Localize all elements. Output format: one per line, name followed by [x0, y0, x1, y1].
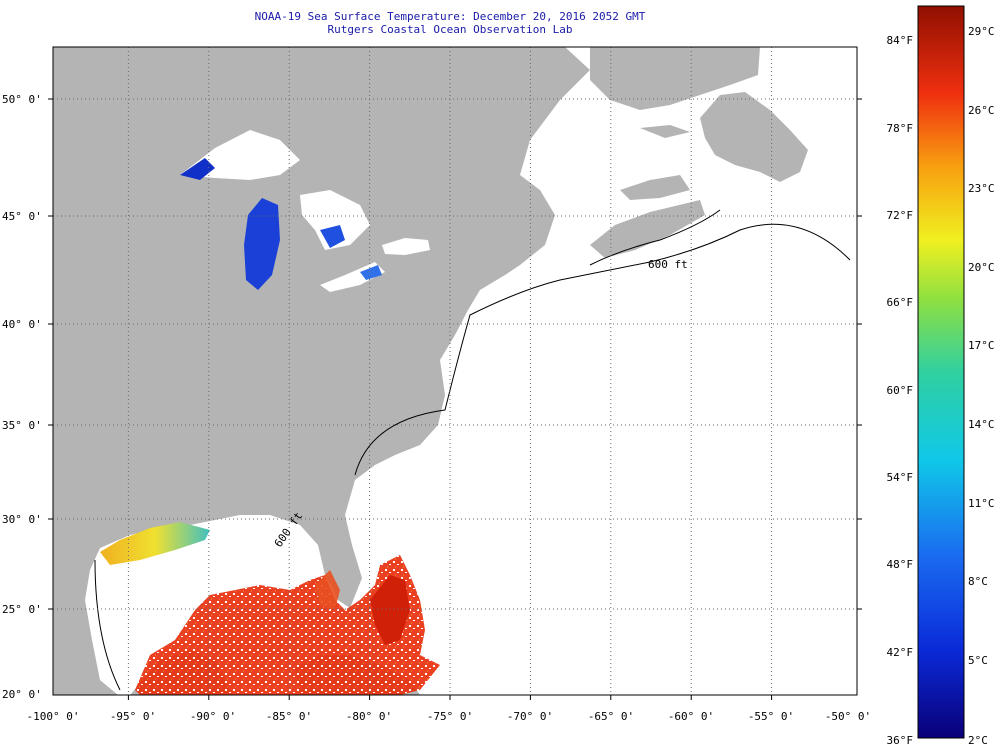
colorbar-c-label: 2°C	[968, 734, 988, 747]
lake-ontario	[382, 238, 430, 255]
colorbar-c-label: 23°C	[968, 182, 995, 195]
graticule	[53, 47, 857, 695]
colorbar-f-label: 54°F	[887, 471, 914, 484]
lon-label: -100° 0'	[27, 710, 80, 723]
colorbar-c-label: 5°C	[968, 654, 988, 667]
lat-label: 25° 0'	[2, 603, 42, 616]
colorbar-f-label: 78°F	[887, 122, 914, 135]
land-newfoundland	[700, 92, 808, 182]
colorbar-fahrenheit-labels: 84°F 78°F 72°F 66°F 60°F 54°F 48°F 42°F …	[887, 34, 914, 747]
colorbar-f-label: 42°F	[887, 646, 914, 659]
lon-label: -80° 0'	[346, 710, 392, 723]
colorbar-f-label: 36°F	[887, 734, 914, 747]
colorbar-c-label: 20°C	[968, 261, 995, 274]
lat-label: 30° 0'	[2, 513, 42, 526]
land-florida	[318, 515, 362, 608]
lat-label: 40° 0'	[2, 318, 42, 331]
lon-label: -50° 0'	[825, 710, 871, 723]
colorbar-c-label: 8°C	[968, 575, 988, 588]
colorbar-f-label: 72°F	[887, 209, 914, 222]
colorbar	[917, 5, 965, 739]
colorbar-c-label: 11°C	[968, 497, 995, 510]
map-title: NOAA-19 Sea Surface Temperature: Decembe…	[254, 10, 646, 23]
lon-label: -55° 0'	[748, 710, 794, 723]
lake-huron	[300, 190, 370, 250]
map-subtitle: Rutgers Coastal Ocean Observation Lab	[327, 23, 573, 36]
colorbar-c-label: 17°C	[968, 339, 995, 352]
isobath-contour	[94, 209, 851, 691]
colorbar-f-label: 48°F	[887, 558, 914, 571]
land-north-america	[53, 47, 590, 695]
colorbar-f-label: 84°F	[887, 34, 914, 47]
lat-label: 50° 0'	[2, 93, 42, 106]
lon-label: -60° 0'	[668, 710, 714, 723]
great-lakes	[180, 130, 430, 292]
colorbar-celsius-labels: 29°C 26°C 23°C 20°C 17°C 14°C 11°C 8°C 5…	[968, 25, 995, 747]
lon-label: -90° 0'	[190, 710, 236, 723]
land-nova-scotia	[590, 200, 705, 258]
map-frame	[52, 46, 858, 696]
lon-label: -75° 0'	[427, 710, 473, 723]
sst-gulf-coast-band	[100, 522, 210, 565]
tick-marks	[48, 98, 862, 700]
lat-label: 35° 0'	[2, 419, 42, 432]
lon-label: -85° 0'	[266, 710, 312, 723]
colorbar-c-label: 26°C	[968, 104, 995, 117]
lon-label: -65° 0'	[588, 710, 634, 723]
lake-michigan	[244, 198, 280, 290]
lon-label: -95° 0'	[110, 710, 156, 723]
latitude-labels: 50° 0' 45° 0' 40° 0' 35° 0' 30° 0' 25° 0…	[2, 93, 42, 701]
isobath-label-2: 600 ft	[648, 258, 688, 271]
lat-label: 45° 0'	[2, 210, 42, 223]
lon-label: -70° 0'	[507, 710, 553, 723]
sst-gulf-data	[100, 522, 440, 695]
colorbar-f-label: 60°F	[887, 384, 914, 397]
sst-gulf-warm	[135, 555, 440, 695]
lat-label: 20° 0'	[2, 688, 42, 701]
longitude-labels: -100° 0' -95° 0' -90° 0' -85° 0' -80° 0'…	[27, 710, 872, 723]
colorbar-c-label: 14°C	[968, 418, 995, 431]
colorbar-f-label: 66°F	[887, 296, 914, 309]
colorbar-c-label: 29°C	[968, 25, 995, 38]
